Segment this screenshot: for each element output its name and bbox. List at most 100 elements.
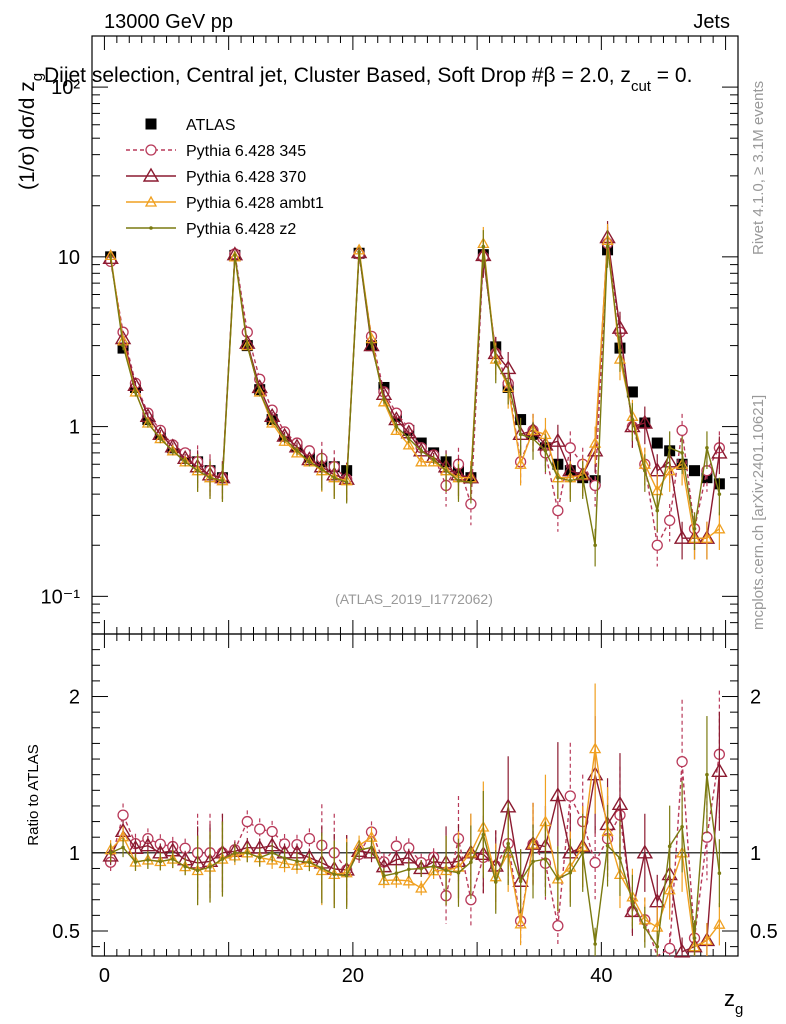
- data-point: [363, 337, 380, 352]
- data-point: [543, 449, 548, 453]
- ratio-plot-frame: [91, 633, 739, 957]
- legend-marker: [144, 195, 158, 207]
- data-point: [605, 244, 610, 249]
- ratio-point: [514, 917, 527, 929]
- ratio-point: [344, 873, 349, 878]
- ratio-point: [589, 742, 602, 754]
- data-point: [711, 444, 728, 459]
- ratio-point: [543, 857, 548, 861]
- legend-item: Pythia 6.428 ambt1: [126, 195, 324, 212]
- x-axis-label-main: z: [724, 986, 735, 1011]
- ratio-line: [110, 774, 721, 949]
- data-point: [636, 414, 654, 429]
- ratio-point: [377, 874, 391, 886]
- data-point: [245, 343, 250, 348]
- data-point: [493, 360, 498, 364]
- ratio-point: [663, 883, 676, 895]
- ratio-tick-label-left: 2: [69, 687, 80, 709]
- ratio-point: [332, 872, 337, 877]
- ratio-point: [564, 790, 576, 802]
- data-point: [618, 348, 622, 353]
- data-point: [419, 449, 424, 453]
- ratio-point: [444, 868, 448, 873]
- ratio-point: [705, 772, 709, 777]
- data-point: [580, 475, 585, 480]
- ratio-point: [419, 866, 424, 871]
- data-point: [233, 253, 237, 258]
- ratio-point: [636, 844, 654, 859]
- ratio-point: [481, 832, 486, 837]
- ratio-point: [320, 866, 324, 870]
- ratio-point: [257, 855, 262, 860]
- legend-item: Pythia 6.428 345: [126, 143, 306, 160]
- data-point: [593, 543, 597, 548]
- ratio-point: [493, 880, 498, 884]
- data-point: [456, 478, 461, 483]
- ratio-point: [711, 762, 728, 777]
- ratio-point: [680, 824, 684, 829]
- svg-text:(1/σ) dσ/d zg: (1/σ) dσ/d zg: [16, 73, 46, 190]
- legend-label: Pythia 6.428 345: [186, 143, 306, 160]
- ratio-point: [266, 853, 279, 865]
- plot-title-tail: = 0.: [651, 64, 692, 87]
- data-point: [568, 478, 573, 483]
- ratio-point: [469, 860, 473, 865]
- ratio-point: [552, 920, 564, 932]
- ratio-tick-label-left: 1: [69, 843, 80, 865]
- data-point: [667, 446, 672, 450]
- data-point: [332, 475, 337, 480]
- ratio-point: [673, 943, 691, 958]
- y-axis-label-sub: g: [29, 73, 46, 81]
- legend-marker: [142, 167, 160, 182]
- ratio-point: [713, 917, 726, 929]
- ratio-point: [611, 795, 629, 811]
- ratio-point: [456, 870, 461, 875]
- ratio-point: [388, 851, 405, 866]
- data-point: [257, 390, 262, 394]
- ratio-point: [295, 859, 299, 863]
- legend-label: Pythia 6.428 370: [186, 169, 306, 186]
- side-label-bottom: mcplots.cern.ch [arXiv:2401.10621]: [750, 395, 767, 630]
- legend-marker: [145, 118, 157, 130]
- ratio-point: [121, 845, 125, 850]
- ratio-point: [133, 860, 138, 864]
- ratio-point: [170, 857, 175, 861]
- data-point: [394, 424, 399, 429]
- ratio-point: [655, 944, 660, 949]
- data-point: [673, 529, 691, 544]
- legend-marker: [145, 144, 157, 156]
- ratio-point: [382, 874, 386, 878]
- ratio-point: [158, 859, 163, 864]
- data-point: [552, 504, 564, 517]
- data-point: [643, 468, 647, 473]
- ratio-point: [415, 881, 428, 893]
- data-point: [589, 479, 601, 492]
- ratio-point: [270, 851, 274, 855]
- x-axis-label: zg: [724, 986, 743, 1018]
- ratio-point: [282, 856, 287, 860]
- svg-text:Dijet selection, Central jet,: Dijet selection, Central jet, Cluster Ba…: [44, 64, 692, 95]
- legend-label: ATLAS: [186, 117, 236, 134]
- data-point: [220, 478, 225, 483]
- data-point: [664, 514, 676, 527]
- data-point: [630, 417, 635, 422]
- ratio-tick-label-left: 0.5: [52, 921, 80, 943]
- data-point: [717, 492, 722, 496]
- data-point: [270, 417, 274, 422]
- data-point: [402, 438, 415, 450]
- ratio-point: [593, 942, 597, 946]
- ratio-point: [664, 942, 676, 955]
- ratio-point: [717, 871, 722, 876]
- category-label: Jets: [693, 11, 730, 33]
- data-point: [564, 442, 576, 454]
- ratio-series-4: [108, 716, 722, 956]
- data-point: [655, 508, 660, 513]
- ratio-point: [146, 858, 150, 862]
- data-point: [170, 449, 175, 453]
- x-tick-label: 20: [342, 965, 364, 987]
- series-4: [108, 230, 722, 567]
- series-line: [109, 237, 721, 539]
- y-tick-label: 1: [69, 417, 80, 439]
- data-point: [481, 244, 486, 249]
- ratio-point: [266, 825, 278, 838]
